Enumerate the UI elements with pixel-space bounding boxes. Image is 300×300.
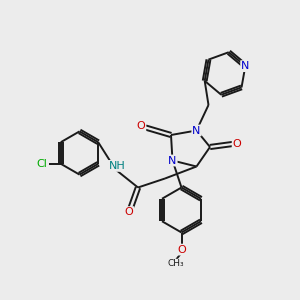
Text: NH: NH: [109, 161, 125, 171]
Text: Cl: Cl: [37, 159, 48, 169]
Text: N: N: [241, 61, 250, 71]
Text: N: N: [168, 155, 177, 166]
Text: CH₃: CH₃: [167, 260, 184, 268]
Text: O: O: [124, 207, 134, 217]
Text: methoxy: methoxy: [171, 266, 177, 268]
Text: O: O: [232, 139, 242, 149]
Text: N: N: [192, 125, 201, 136]
Text: O: O: [136, 121, 146, 131]
Text: O: O: [177, 244, 186, 255]
